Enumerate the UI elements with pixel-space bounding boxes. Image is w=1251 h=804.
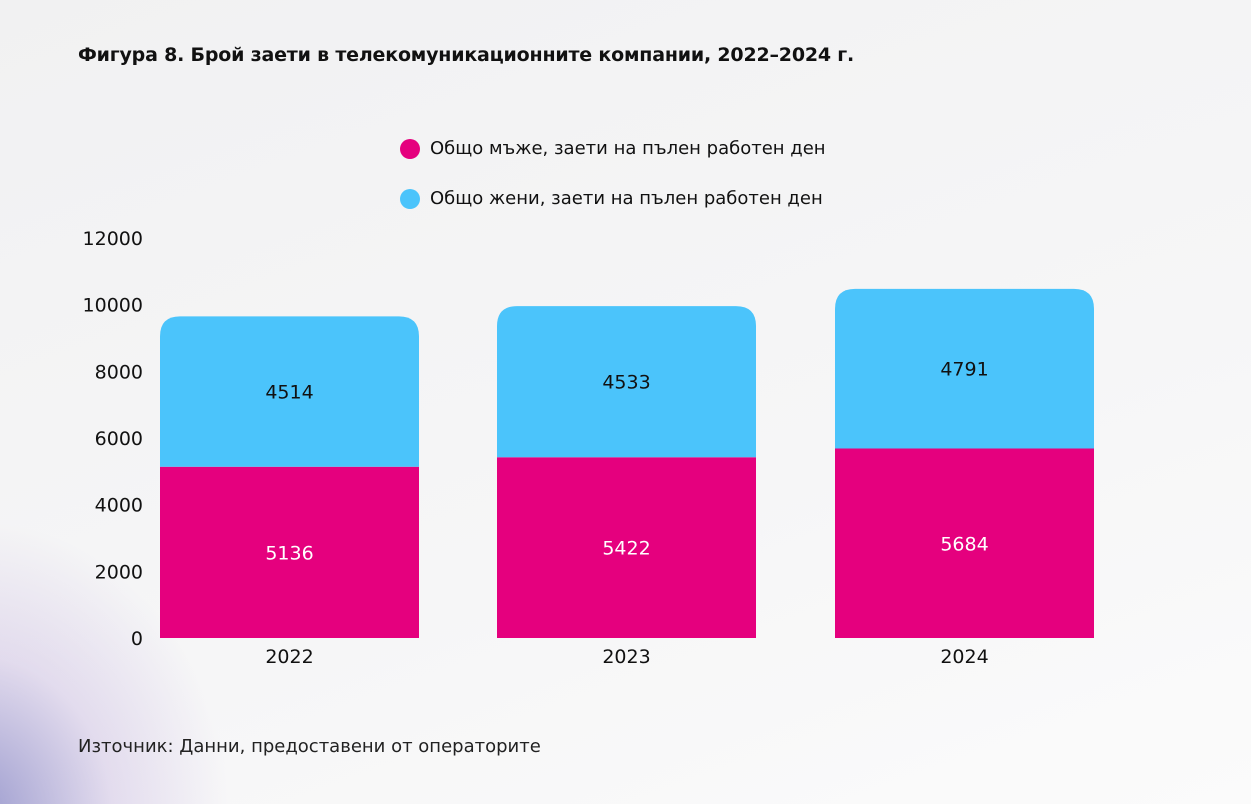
chart-title: Фигура 8. Брой заети в телекомуникационн… [78,44,855,66]
legend-item-men: Общо мъже, заети на пълен работен ден [400,138,826,159]
y-tick-label: 6000 [95,428,143,450]
data-label: 5422 [602,538,650,560]
bar-segment-women-2023 [497,306,756,458]
data-label: 4514 [265,382,313,404]
y-tick-label: 4000 [95,495,143,517]
bar-segment-men-2022 [160,466,419,638]
legend-swatch-men [400,138,420,159]
legend-item-women: Общо жени, заети на пълен работен ден [400,188,823,209]
bar-segment-women-2024 [835,288,1094,449]
legend-label-men: Общо мъже, заети на пълен работен ден [430,138,826,159]
x-tick-label: 2024 [940,646,988,668]
bar-segment-women-2022 [160,316,419,467]
data-label: 4533 [602,372,650,394]
source-note: Източник: Данни, предоставени от операто… [78,736,541,757]
y-tick-label: 2000 [95,561,143,583]
x-tick-label: 2022 [265,646,313,668]
data-label: 5136 [265,542,313,564]
legend-swatch-women [400,188,420,209]
y-tick-label: 12000 [83,228,143,250]
y-tick-label: 8000 [95,361,143,383]
data-label: 4791 [940,359,988,381]
bar-segment-men-2023 [497,457,756,638]
legend-label-women: Общо жени, заети на пълен работен ден [430,188,823,209]
bar-segment-men-2024 [835,448,1094,638]
data-label: 5684 [940,533,988,555]
y-tick-label: 0 [131,628,143,650]
y-tick-label: 10000 [83,295,143,317]
x-tick-label: 2023 [602,646,650,668]
